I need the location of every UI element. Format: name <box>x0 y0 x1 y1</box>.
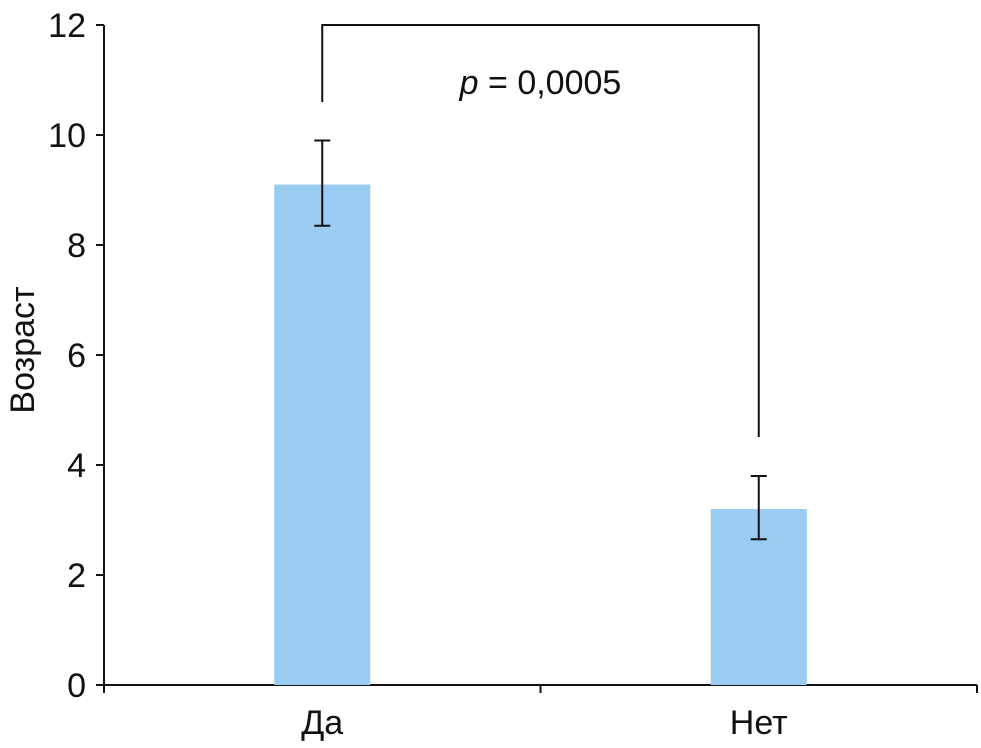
p-value-annotation: p = 0,0005 <box>459 64 622 102</box>
bar-1 <box>274 184 371 685</box>
y-tick-label: 0 <box>67 667 86 705</box>
bars-group <box>274 184 807 685</box>
error-bars-group <box>314 139 767 541</box>
y-tick-label: 6 <box>67 337 86 375</box>
y-tick-label: 12 <box>48 7 86 45</box>
y-tick-label: 8 <box>67 227 86 265</box>
p-value-text: = 0,0005 <box>479 64 622 102</box>
p-symbol: p <box>459 64 479 102</box>
x-category-label: Да <box>301 704 343 742</box>
y-tick-label: 4 <box>67 447 86 485</box>
bracket-line <box>321 24 760 437</box>
x-ticks-group <box>103 685 978 693</box>
y-tick-label: 10 <box>48 117 86 155</box>
category-labels-group: Да Нет <box>301 704 787 742</box>
y-ticks-group: 0 2 4 6 8 10 12 <box>48 7 104 705</box>
axes-group <box>103 25 977 686</box>
significance-bracket: p = 0,0005 <box>321 24 760 437</box>
y-axis-title: Возраст <box>4 286 42 413</box>
x-category-label: Нет <box>730 704 788 742</box>
y-tick-label: 2 <box>67 557 86 595</box>
